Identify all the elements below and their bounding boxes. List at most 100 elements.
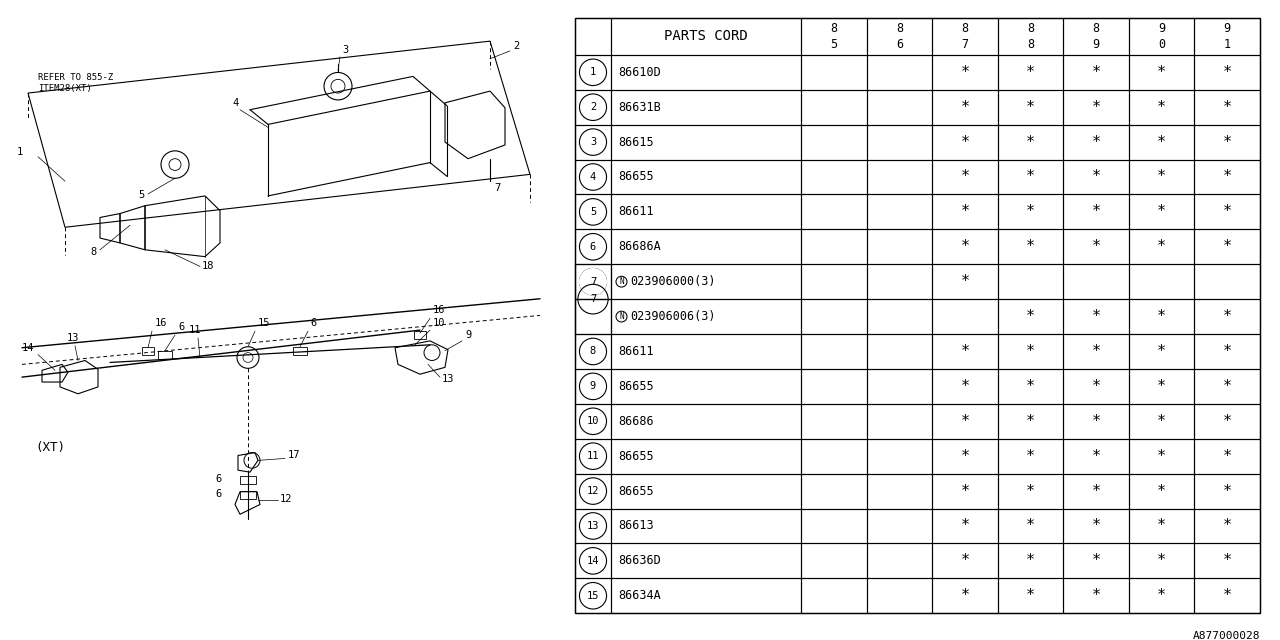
- Text: 1: 1: [17, 147, 23, 157]
- Text: *: *: [960, 344, 969, 359]
- Text: 86655: 86655: [618, 484, 654, 497]
- Bar: [801, 439, 867, 474]
- Text: 9: 9: [1158, 22, 1165, 35]
- Bar: [1129, 509, 1194, 543]
- Bar: [997, 195, 1064, 229]
- Text: 86631B: 86631B: [618, 100, 660, 114]
- Bar: [867, 579, 932, 613]
- Text: ITEM28(XT): ITEM28(XT): [38, 84, 92, 93]
- Text: *: *: [960, 449, 969, 463]
- Text: 7: 7: [590, 276, 596, 287]
- Text: *: *: [1027, 588, 1036, 604]
- Bar: [1194, 579, 1260, 613]
- Bar: [611, 90, 801, 125]
- Text: *: *: [1157, 518, 1166, 534]
- Bar: [932, 369, 997, 404]
- Bar: [867, 404, 932, 439]
- Bar: [1194, 264, 1260, 299]
- Text: 1: 1: [1224, 38, 1231, 51]
- Bar: [611, 229, 801, 264]
- Text: *: *: [1222, 170, 1231, 184]
- Bar: [1064, 543, 1129, 579]
- Text: *: *: [1092, 204, 1101, 220]
- Bar: [867, 125, 932, 159]
- Bar: [1194, 509, 1260, 543]
- Text: *: *: [1092, 484, 1101, 499]
- Bar: [1194, 229, 1260, 264]
- Text: *: *: [1092, 170, 1101, 184]
- Bar: [575, 159, 611, 195]
- Text: *: *: [1092, 379, 1101, 394]
- Text: *: *: [1157, 449, 1166, 463]
- Bar: [867, 159, 932, 195]
- Text: 86686A: 86686A: [618, 240, 660, 253]
- Text: 4: 4: [232, 98, 238, 108]
- Bar: [1064, 439, 1129, 474]
- Bar: [1129, 474, 1194, 509]
- Text: *: *: [1222, 554, 1231, 568]
- Bar: [611, 264, 801, 299]
- Text: 6: 6: [216, 488, 221, 499]
- Bar: [932, 159, 997, 195]
- Bar: [867, 439, 932, 474]
- Bar: [575, 90, 611, 125]
- Text: *: *: [1157, 414, 1166, 429]
- Bar: [1064, 579, 1129, 613]
- Text: *: *: [1222, 588, 1231, 604]
- Bar: [575, 474, 611, 509]
- Bar: [867, 229, 932, 264]
- Bar: [932, 264, 997, 299]
- Text: 16: 16: [155, 318, 168, 328]
- Bar: [1194, 159, 1260, 195]
- Bar: [575, 264, 611, 299]
- Text: 023906000(3): 023906000(3): [630, 275, 716, 288]
- Text: *: *: [1092, 449, 1101, 463]
- Bar: [801, 90, 867, 125]
- Text: 86611: 86611: [618, 205, 654, 218]
- Bar: [1129, 543, 1194, 579]
- Text: *: *: [1157, 484, 1166, 499]
- Text: N: N: [620, 277, 623, 286]
- Text: *: *: [1222, 344, 1231, 359]
- Text: *: *: [1222, 100, 1231, 115]
- Text: 9: 9: [1093, 38, 1100, 51]
- Bar: [575, 229, 611, 264]
- Bar: [932, 299, 997, 334]
- Text: *: *: [1157, 100, 1166, 115]
- Text: 14: 14: [22, 342, 35, 353]
- Bar: [611, 543, 801, 579]
- Text: *: *: [1222, 484, 1231, 499]
- Text: *: *: [1092, 134, 1101, 150]
- Text: *: *: [1157, 588, 1166, 604]
- Text: 6: 6: [310, 318, 316, 328]
- Bar: [997, 369, 1064, 404]
- Text: *: *: [1027, 239, 1036, 254]
- Bar: [575, 439, 611, 474]
- Text: 10: 10: [586, 416, 599, 426]
- Text: *: *: [1092, 100, 1101, 115]
- Bar: [611, 125, 801, 159]
- Bar: [867, 334, 932, 369]
- Text: *: *: [1092, 344, 1101, 359]
- Text: 86636D: 86636D: [618, 554, 660, 568]
- Text: N: N: [620, 312, 623, 321]
- Bar: [867, 474, 932, 509]
- Text: *: *: [1222, 518, 1231, 534]
- Bar: [997, 90, 1064, 125]
- Text: A877000028: A877000028: [1193, 631, 1260, 640]
- Text: *: *: [1027, 379, 1036, 394]
- Bar: [1194, 404, 1260, 439]
- Text: *: *: [960, 170, 969, 184]
- Bar: [1064, 90, 1129, 125]
- Bar: [1129, 579, 1194, 613]
- Bar: [867, 543, 932, 579]
- Bar: [801, 474, 867, 509]
- Bar: [611, 18, 801, 55]
- Bar: [1194, 334, 1260, 369]
- Bar: [867, 264, 932, 299]
- Text: *: *: [1027, 344, 1036, 359]
- Bar: [575, 299, 611, 334]
- Text: 16: 16: [433, 305, 445, 316]
- Bar: [1129, 404, 1194, 439]
- Text: *: *: [960, 239, 969, 254]
